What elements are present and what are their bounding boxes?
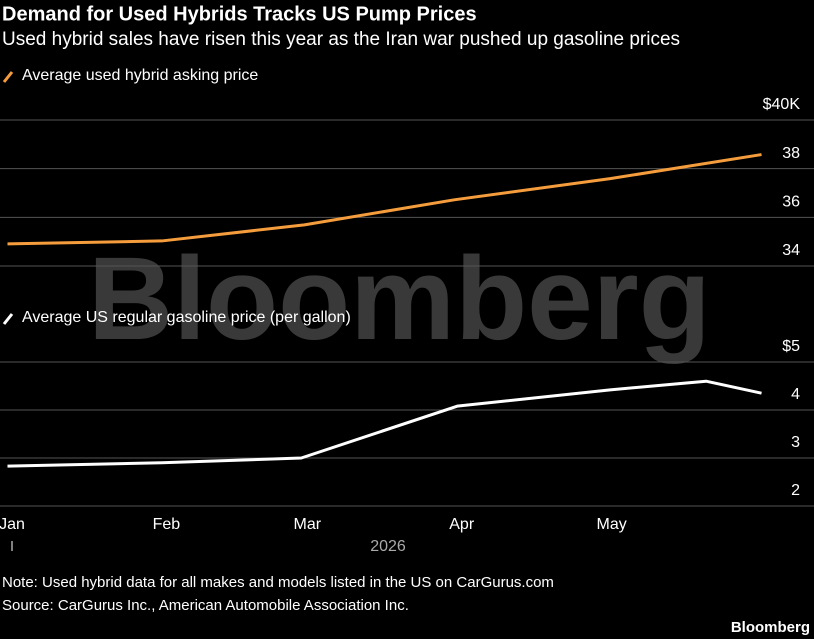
note: Note: Used hybrid data for all makes and… <box>2 574 554 591</box>
legend-swatch <box>2 313 14 325</box>
legend-swatch <box>2 71 14 83</box>
data-line <box>7 153 762 246</box>
x-tick-label: Apr <box>449 516 475 533</box>
x-tick-label: Jan <box>0 516 25 533</box>
y-tick-label: 34 <box>782 242 800 259</box>
y-tick-label: 2 <box>791 482 800 499</box>
x-tick-label: May <box>597 516 627 533</box>
legend-label: Average US regular gasoline price (per g… <box>22 309 351 326</box>
x-tick-label: Feb <box>153 516 181 533</box>
watermark: Bloomberg <box>88 233 711 365</box>
x-tick-label: Mar <box>294 516 322 533</box>
y-tick-label: $5 <box>782 338 800 355</box>
chart-title: Demand for Used Hybrids Tracks US Pump P… <box>2 3 477 25</box>
y-tick-label: 3 <box>791 434 800 451</box>
y-tick-label: 36 <box>782 194 800 211</box>
data-line <box>7 379 762 468</box>
y-tick-label: 38 <box>782 145 800 162</box>
x-axis-label: 2026 <box>370 538 406 555</box>
chart-subtitle: Used hybrid sales have risen this year a… <box>2 29 680 50</box>
y-tick-label: 4 <box>791 386 800 403</box>
y-tick-label: $40K <box>763 96 801 113</box>
source: Source: CarGurus Inc., American Automobi… <box>2 597 409 614</box>
brand: Bloomberg <box>731 619 810 636</box>
legend-label: Average used hybrid asking price <box>22 67 258 84</box>
